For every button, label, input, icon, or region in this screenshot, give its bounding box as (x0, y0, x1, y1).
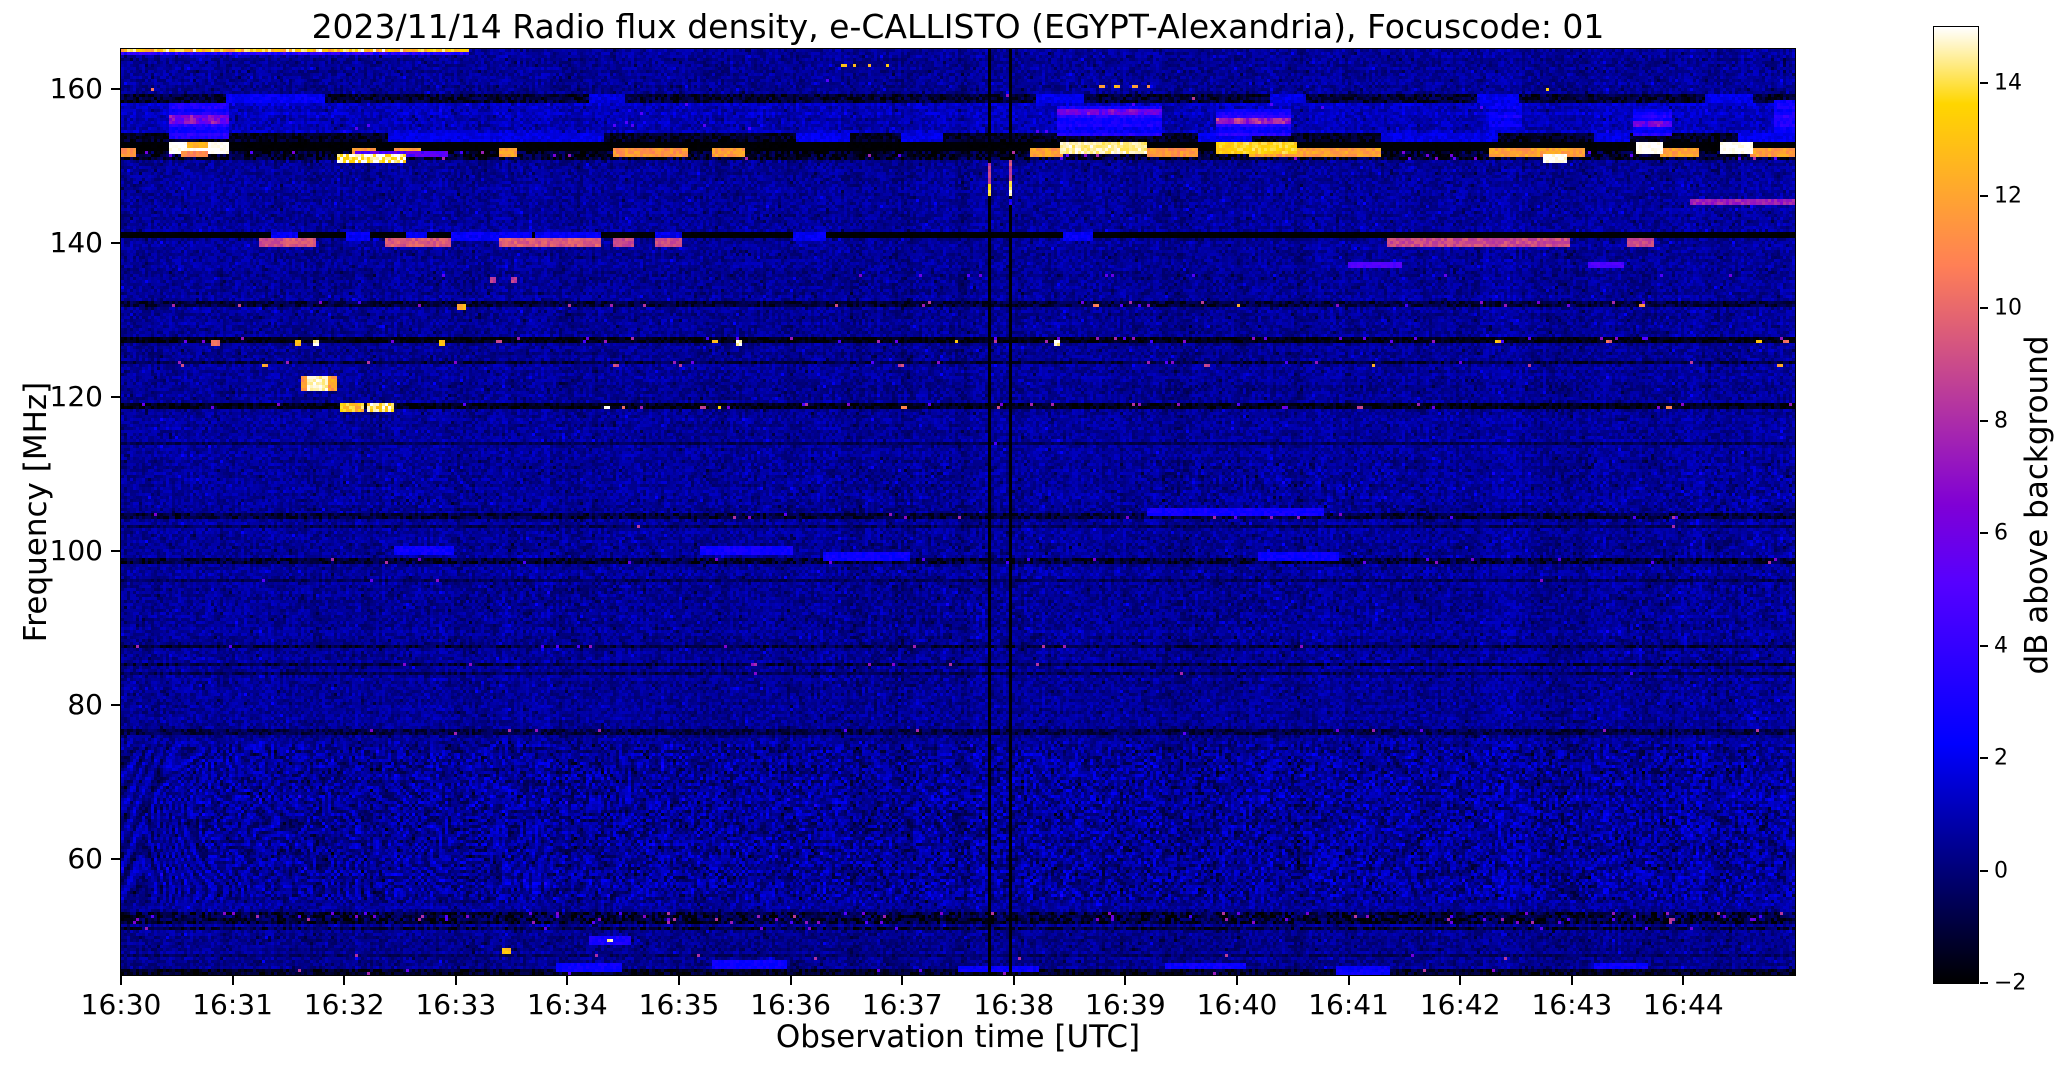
x-tick-label: 16:37 (861, 988, 943, 1021)
colorbar-tick-label: 2 (1994, 745, 2008, 771)
x-tick-mark (1236, 976, 1238, 985)
y-tick-mark (111, 396, 120, 399)
colorbar-tick-mark (1980, 869, 1988, 872)
x-tick-label: 16:35 (638, 988, 720, 1021)
colorbar-tick-mark (1980, 194, 1988, 197)
x-tick-mark (343, 976, 346, 985)
x-tick-mark (1570, 976, 1573, 985)
x-tick-label: 16:31 (192, 988, 273, 1021)
colorbar-tick-label: 6 (1994, 520, 2008, 546)
colorbar-canvas (1933, 26, 1978, 983)
colorbar-tick-mark (1980, 982, 1988, 984)
colorbar-tick-label: 12 (1994, 183, 2022, 209)
x-tick-mark (231, 976, 234, 985)
y-tick-label: 60 (67, 842, 103, 876)
y-tick-label: 140 (49, 225, 103, 259)
x-tick-mark (678, 976, 680, 985)
x-tick-mark (566, 976, 569, 985)
x-tick-label: 16:44 (1643, 988, 1724, 1021)
plot-frame (119, 47, 1796, 976)
y-tick-mark (111, 550, 120, 553)
x-tick-label: 16:38 (973, 988, 1055, 1021)
x-tick-label: 16:42 (1419, 988, 1501, 1021)
colorbar-tick-label: −2 (1994, 970, 2027, 996)
x-tick-label: 16:33 (415, 988, 497, 1021)
x-tick-label: 16:41 (1308, 988, 1389, 1021)
colorbar-tick-label: 10 (1994, 295, 2022, 321)
y-tick-label: 80 (67, 688, 103, 722)
plot-title: 2023/11/14 Radio flux density, e-CALLIST… (311, 7, 1605, 46)
colorbar-tick-mark (1980, 532, 1988, 535)
colorbar-tick-mark (1980, 82, 1988, 85)
x-tick-mark (1347, 976, 1350, 985)
x-tick-label: 16:40 (1196, 988, 1278, 1021)
colorbar-label: dB above background (2019, 335, 2055, 675)
y-tick-mark (111, 704, 120, 707)
y-tick-mark (111, 242, 120, 245)
colorbar-tick-mark (1980, 757, 1988, 760)
y-tick-label: 100 (49, 534, 103, 568)
colorbar-tick-mark (1980, 644, 1988, 647)
x-tick-mark (1012, 976, 1015, 985)
x-tick-mark (789, 976, 792, 985)
colorbar-tick-label: 4 (1994, 633, 2008, 659)
x-tick-label: 16:36 (750, 988, 831, 1021)
x-tick-mark (1459, 976, 1462, 985)
y-tick-mark (111, 88, 120, 91)
colorbar-frame (1932, 25, 1979, 984)
x-tick-mark (901, 976, 904, 985)
y-tick-mark (111, 858, 120, 861)
x-tick-mark (1124, 976, 1127, 985)
x-axis-label: Observation time [UTC] (775, 1019, 1141, 1055)
y-tick-label: 120 (49, 380, 103, 414)
x-tick-label: 16:32 (303, 988, 385, 1021)
x-tick-label: 16:43 (1531, 988, 1613, 1021)
colorbar-tick-label: 14 (1994, 70, 2022, 96)
y-axis-label: Frequency [MHz] (18, 381, 54, 643)
x-tick-label: 16:39 (1085, 988, 1166, 1021)
x-tick-label: 16:30 (80, 988, 162, 1021)
y-tick-label: 160 (49, 71, 103, 105)
colorbar-tick-mark (1980, 307, 1988, 310)
colorbar-tick-label: 0 (1994, 858, 2008, 884)
colorbar-tick-mark (1980, 419, 1988, 422)
x-tick-mark (454, 976, 457, 985)
x-tick-mark (1682, 976, 1685, 985)
x-tick-label: 16:34 (527, 988, 608, 1021)
x-tick-mark (120, 976, 122, 985)
colorbar-tick-label: 8 (1994, 408, 2008, 434)
spectrogram-canvas (120, 48, 1795, 975)
